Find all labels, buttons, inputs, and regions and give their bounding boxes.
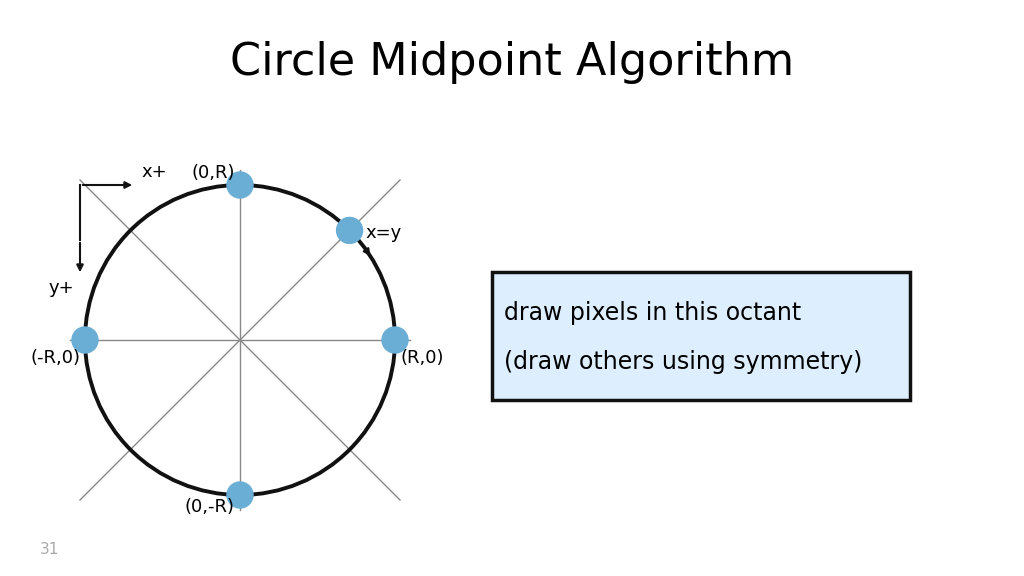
Circle shape bbox=[72, 327, 98, 353]
Text: x+: x+ bbox=[141, 163, 167, 181]
Circle shape bbox=[382, 327, 408, 353]
Circle shape bbox=[337, 217, 362, 244]
Text: (-R,0): (-R,0) bbox=[30, 349, 80, 367]
Text: 31: 31 bbox=[40, 543, 59, 558]
Text: (R,0): (R,0) bbox=[400, 349, 443, 367]
Circle shape bbox=[227, 172, 253, 198]
Text: Circle Midpoint Algorithm: Circle Midpoint Algorithm bbox=[230, 40, 794, 84]
Text: x=y: x=y bbox=[366, 225, 401, 242]
Circle shape bbox=[227, 482, 253, 508]
FancyBboxPatch shape bbox=[492, 272, 910, 400]
Text: y+: y+ bbox=[48, 279, 74, 297]
Text: (0,R): (0,R) bbox=[191, 164, 234, 182]
Text: (0,-R): (0,-R) bbox=[185, 498, 234, 516]
Text: (draw others using symmetry): (draw others using symmetry) bbox=[504, 350, 862, 374]
Text: draw pixels in this octant: draw pixels in this octant bbox=[504, 301, 801, 325]
